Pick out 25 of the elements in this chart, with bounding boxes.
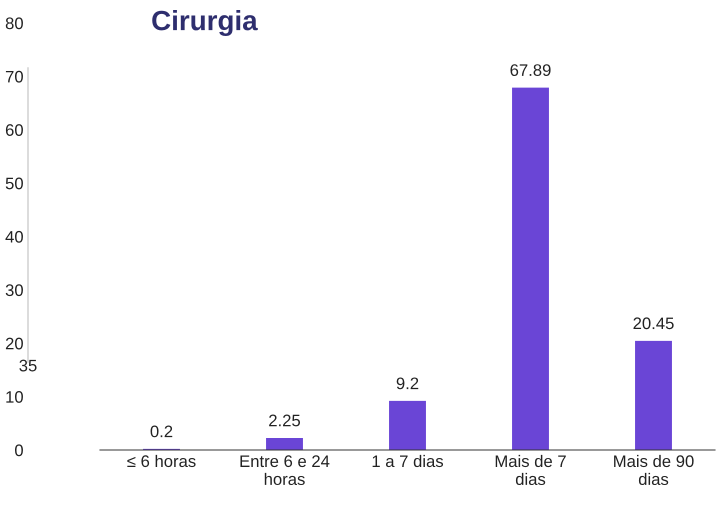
- bar: [389, 400, 426, 450]
- x-tick-label: 1 a 7 dias: [372, 454, 444, 468]
- data-label: 2.25: [269, 414, 300, 426]
- data-label: 67.89: [510, 64, 551, 76]
- text: 35: [19, 360, 37, 372]
- y-tick-label: 20: [6, 338, 23, 350]
- bar: [635, 340, 672, 450]
- x-tick-label: Mais de 7 dias: [496, 454, 566, 486]
- data-label: 9.2: [396, 377, 418, 390]
- y-tick-label: 40: [5, 230, 23, 243]
- bar: [266, 438, 303, 450]
- y-tick-label: 30: [6, 284, 23, 296]
- bar: [512, 88, 549, 450]
- y-tick-label: 70: [6, 70, 23, 83]
- y-tick-label: 10: [6, 391, 23, 403]
- y-tick-label: 80: [6, 17, 23, 30]
- y-tick-label: 60: [6, 124, 23, 136]
- chart-title: Cirurgia: [152, 10, 258, 36]
- y-tick-label: 50: [6, 178, 23, 190]
- x-tick-label: ≤ 6 horas: [127, 454, 196, 468]
- y-tick-label: 0: [14, 444, 23, 456]
- x-tick-label: Entre 6 e 24 horas: [240, 455, 330, 486]
- data-label: 0.2: [150, 426, 172, 438]
- data-label: 20.45: [633, 317, 674, 330]
- x-tick-label: Mais de 90 dias: [614, 454, 694, 486]
